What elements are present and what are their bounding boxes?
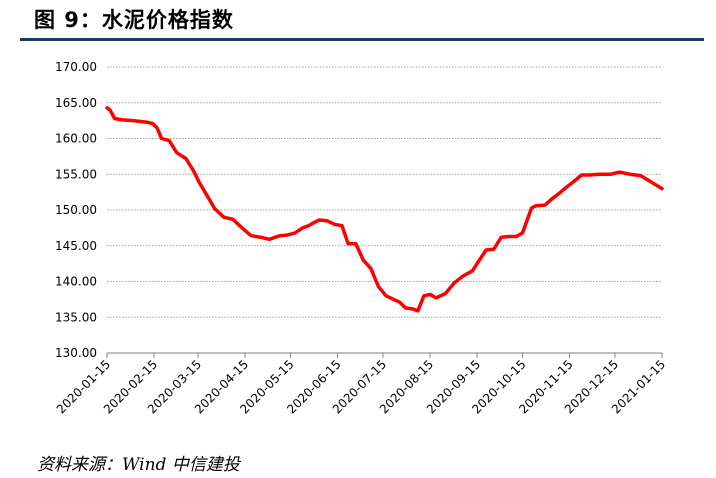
plot-area: [105, 106, 664, 313]
chart-title: 图 9：水泥价格指数: [34, 8, 234, 32]
y-axis: 130.00 135.00 140.00 145.00 150.00 155.00 160.…: [55, 60, 97, 360]
source-note: 资料来源：Wind 中信建投: [37, 455, 240, 475]
y-tick-label: 145.00: [55, 239, 97, 253]
y-tick-label: 170.00: [55, 60, 97, 74]
series-line: [105, 106, 664, 313]
x-axis: 2020-01-152020-02-152020-03-152020-04-15…: [54, 352, 668, 416]
y-tick-label: 165.00: [55, 96, 97, 110]
y-tick-label: 160.00: [55, 132, 97, 146]
title-rule: [20, 38, 704, 41]
gridlines: [107, 66, 662, 318]
y-tick-label: 150.00: [55, 203, 97, 217]
y-tick-label: 140.00: [55, 275, 97, 289]
y-tick-label: 155.00: [55, 167, 97, 181]
y-tick-label: 130.00: [55, 346, 97, 360]
y-tick-label: 135.00: [55, 310, 97, 324]
